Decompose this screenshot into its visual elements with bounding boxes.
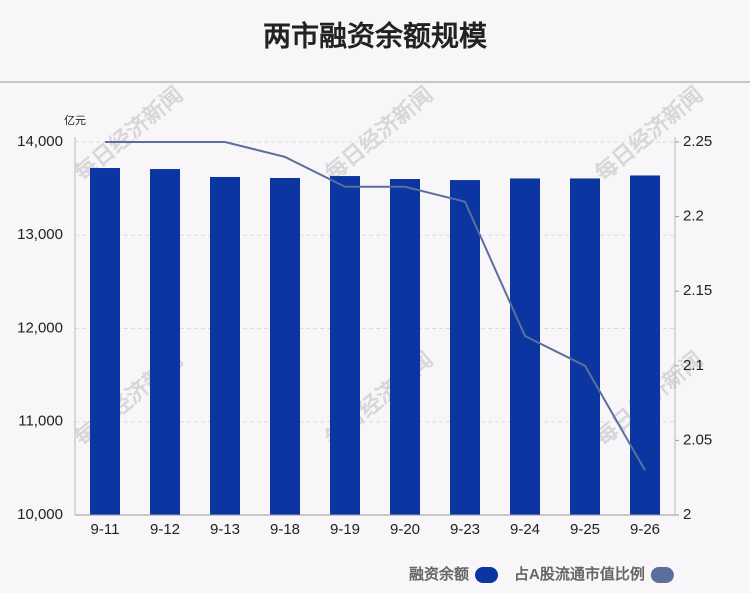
bar (90, 168, 120, 515)
bar (570, 178, 600, 515)
legend-swatch (475, 567, 499, 583)
bar (330, 176, 360, 515)
y-tick-label: 14,000 (17, 133, 63, 150)
y2-tick-label: 2.1 (683, 357, 704, 374)
y2-tick-label: 2.25 (683, 133, 712, 150)
x-tick-label: 9-25 (570, 521, 600, 538)
y-tick-label: 11,000 (18, 413, 63, 430)
legend-label: 融资余额 (409, 565, 469, 583)
y-tick-label: 13,000 (17, 226, 63, 243)
y-unit: 亿元 (64, 114, 86, 127)
plot: 10,000 11,000 12,000 13,000 14,000 2 2.05 2.1 2.… (17, 133, 712, 538)
y-tick-label: 12,000 (17, 319, 63, 336)
x-tick-label: 9-13 (210, 521, 240, 538)
y2-tick-label: 2.2 (683, 208, 704, 225)
y2-tick-label: 2.05 (683, 431, 712, 448)
bar (270, 177, 300, 515)
bar (450, 180, 480, 515)
bar (210, 176, 240, 515)
y2-tick-label: 2 (683, 506, 691, 523)
chart-title: 两市融资余额规模 (263, 19, 488, 51)
legend-label: 占A股流通市值比例 (514, 565, 645, 583)
x-tick-label: 9-23 (450, 521, 480, 538)
x-tick-label: 9-26 (630, 521, 660, 538)
x-tick-label: 9-12 (150, 521, 180, 538)
x-tick-label: 9-24 (510, 521, 540, 538)
y-tick-label: 10,000 (17, 506, 63, 523)
x-tick-label: 9-19 (330, 521, 360, 538)
y2-tick-label: 2.15 (683, 282, 712, 299)
line (105, 141, 646, 471)
legend-swatch (650, 567, 674, 583)
bar (150, 169, 180, 516)
x-tick-label: 9-11 (91, 521, 120, 538)
x-tick-label: 9-18 (270, 521, 300, 538)
bar (390, 179, 420, 515)
x-tick-label: 9-20 (390, 521, 420, 538)
bar (510, 178, 540, 515)
bar (630, 175, 660, 515)
